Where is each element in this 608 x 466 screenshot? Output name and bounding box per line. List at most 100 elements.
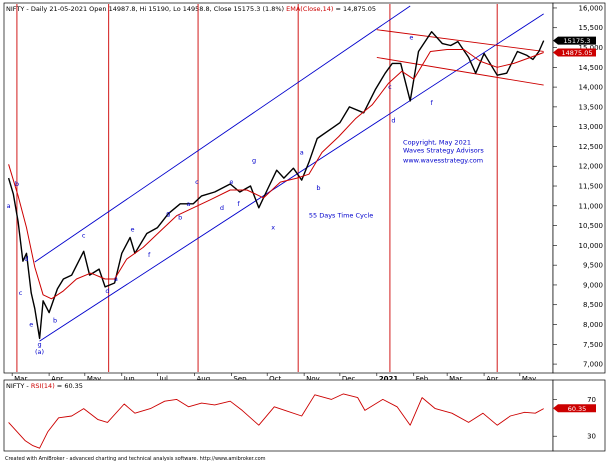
rsi-panel-frame [3,379,554,452]
time-tick-label: Apr [486,375,498,383]
wave-label: a [187,200,191,208]
time-tick-label: Feb [416,375,429,383]
price-tick-label: 8,500 [583,301,603,309]
wave-label: d [391,117,395,125]
price-tag-box [553,36,596,45]
time-tick-label: Mar [449,375,462,383]
time-axis-labels: Mar Apr May Jun Jul Aug Sep Oct Nov Dec 2021 Feb Mar… [11,373,536,383]
wave-label: b [178,214,182,222]
price-tick-label: 13,500 [579,103,604,111]
time-cycle-lines [16,4,498,372]
price-panel-frame [3,2,554,374]
price-tags: 15175.3 14875.05 [553,36,596,57]
time-tick-label: Nov [306,375,320,383]
wave-label: e [229,178,233,186]
price-tick-label: 14,000 [579,84,604,92]
rsi-tag-box [553,404,596,413]
wave-label: c [388,83,392,91]
price-tag-label: 15175.3 [564,37,591,45]
rsi-line [8,393,544,449]
annotation-3: 55 Days Time Cycle [309,212,373,220]
time-tick-label: Oct [269,375,281,383]
price-tick-label: 12,000 [579,163,604,171]
wave-label: f [430,99,433,107]
price-axis-ticks: 16,000 15,500 15,000 14,500 14,000 13,500 13,0… [553,4,604,369]
wave-label: e [131,226,135,234]
rsi-title-part-2: = 60.35 [55,382,83,390]
price-axis: 16,000 15,500 15,000 14,500 14,000 13,500 13,0… [552,2,606,374]
channel-lines [34,5,544,342]
rsi-tick-label: 30 [587,433,596,441]
price-tick-label: 14,500 [579,64,604,72]
rsi-axis-frame [552,379,606,452]
channel-line-1 [34,5,411,263]
price-series [7,31,545,340]
price-axis-frame [552,2,606,374]
price-tick-label: 7,000 [583,361,603,369]
footer-credit: Created with AmiBroker - advanced charti… [5,456,266,462]
rsi-title-part-1: RSI(14) [31,382,55,390]
price-tick-label: 15,500 [579,24,604,32]
rsi-tag-label: 60.35 [568,405,587,413]
wave-label: a [7,202,11,210]
price-tag-label: 14875.05 [561,49,592,57]
channel-line-3 [376,56,544,86]
rsi-title-part-0: NIFTY - [6,382,31,390]
annotation-1: Waves Strategy Advisors [403,146,484,154]
annotation-2: www.wavesstrategy.com [403,156,483,164]
time-tick-label: Aug [196,375,210,383]
price-tick-label: 7,500 [583,341,603,349]
wave-label: e [29,320,33,328]
wave-label: f [148,251,151,259]
time-tick-label: Sep [233,375,247,383]
price-panel: NIFTY - Daily 21-05-2021 Open 14987.8, H… [3,2,554,374]
price-tick-label: 13,000 [579,123,604,131]
wave-label: b [316,184,320,192]
wave-label: b [15,180,19,188]
wave-label: d [24,255,28,263]
wave-label: g [166,210,170,218]
channel-line-2 [376,29,544,52]
price-tick-label: 9,000 [583,281,603,289]
wave-label: a [300,148,304,156]
channel-line-0 [39,13,544,342]
wave-label: b [53,317,57,325]
time-tick-label: Mar [14,375,27,383]
wave-label: f [237,200,240,208]
price-tick-label: 8,000 [583,321,603,329]
wave-label: x [271,224,275,232]
price-panel-title: NIFTY - Daily 21-05-2021 Open 14987.8, H… [6,5,376,13]
ema-line [8,49,544,300]
title-part-2: = 14,875.05 [333,5,376,13]
rsi-panel-title: NIFTY - RSI(14) = 60.35 [6,382,83,390]
rsi-value-tag: 60.35 [553,404,596,413]
rsi-tick-label: 70 [587,396,596,404]
time-tick-label: Jun [123,375,135,383]
rsi-panel: NIFTY - RSI(14) = 60.35 70 30 60.35 [3,379,606,452]
time-tick-label: Jul [159,375,169,383]
wave-label: g [37,340,41,348]
wave-label: d [105,287,109,295]
title-part-1: EMA(Close,14) [284,5,333,13]
wave-label: c [82,231,86,239]
wave-label: g [252,156,256,164]
annotation-0: Copyright, May 2021 [403,138,471,146]
wave-label: c [19,289,23,297]
price-tick-label: 11,000 [579,202,604,210]
rsi-axis-ticks: 70 30 [553,396,596,441]
time-tick-label: Dec [342,375,356,383]
rsi-series [8,393,544,449]
wave-label: e [409,34,413,42]
price-tick-label: 16,000 [579,4,604,12]
wave-label: c [195,178,199,186]
price-tick-label: 9,500 [583,262,603,270]
time-tick-label: 2021 [379,375,399,383]
wave-label: a [114,275,118,283]
price-tick-label: 15,000 [579,44,604,52]
time-tick-label: May [87,375,101,383]
time-tick-label: May [522,375,536,383]
price-tag-box [553,48,596,57]
